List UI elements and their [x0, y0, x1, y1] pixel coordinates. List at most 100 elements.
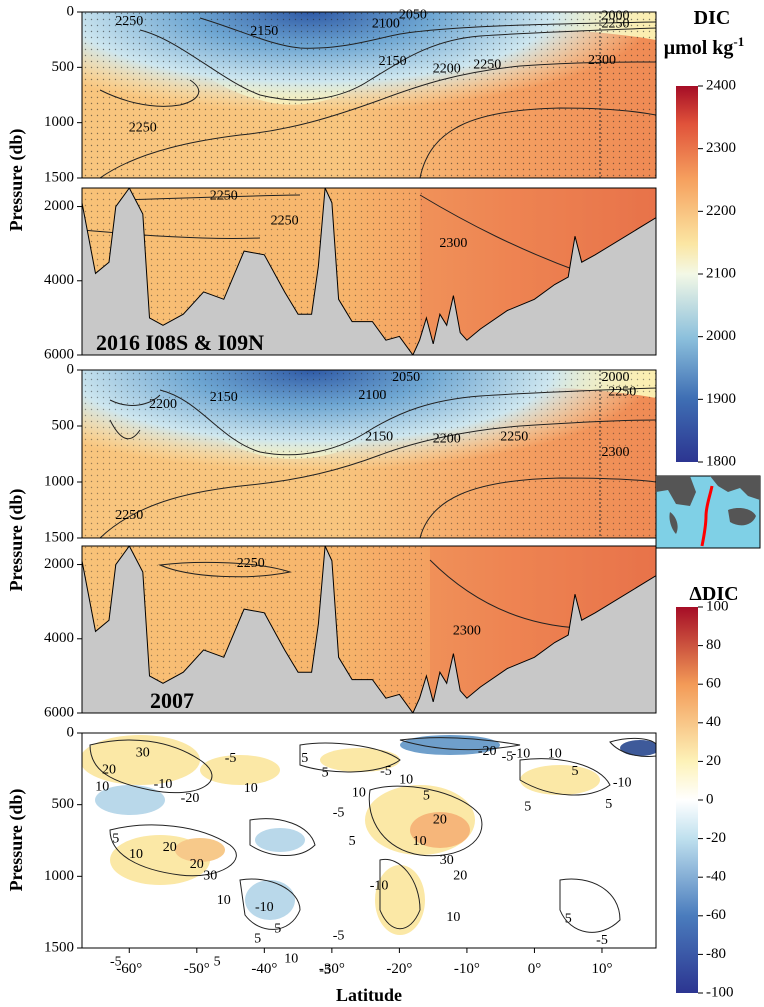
inset-map — [655, 475, 761, 549]
dic-colorbar-units: μmol kg-1 — [664, 34, 745, 59]
colorbar-tick-label: 20 — [706, 753, 721, 769]
contour-label: 5 — [524, 800, 531, 815]
y-tick-label: 1500 — [44, 169, 74, 185]
contour-label: 2250 — [608, 385, 636, 400]
x-tick-label: -20° — [386, 961, 412, 977]
y-tick-label: 1500 — [44, 529, 74, 545]
panel-2007-annotation: 2007 — [150, 688, 194, 713]
colorbar-tick-label: 2200 — [706, 203, 736, 219]
x-tick-label: -10° — [454, 961, 480, 977]
contour-label: 5 — [565, 912, 572, 927]
ylabel-panel-delta: Pressure (db) — [6, 789, 27, 892]
contour-label: 5 — [423, 788, 430, 803]
y-tick-label: 500 — [52, 796, 75, 812]
colorbar-tick-label: 60 — [706, 676, 721, 692]
y-tick-label: 1500 — [44, 939, 74, 955]
y-tick-label: 1000 — [44, 473, 74, 489]
ddic-colorbar-ticks: 100 80 60 40 20 0 -20 -40 -60 -80 -100 — [698, 598, 734, 1000]
panel-2016-bathymetry — [82, 188, 656, 355]
axes: 0500100015002000400060000500100015002000… — [44, 3, 612, 977]
contour-label: 10 — [244, 781, 258, 796]
contour-label: 2200 — [149, 397, 177, 412]
colorbar-tick-label: 2400 — [706, 77, 736, 93]
contour-label: 5 — [214, 955, 221, 970]
contour-label: 2250 — [115, 508, 143, 523]
contour-label: -10 — [154, 777, 173, 792]
contour-label: 20 — [163, 840, 177, 855]
x-tick-label: -40° — [251, 961, 277, 977]
y-tick-label: 2000 — [44, 198, 74, 214]
dic-colorbar-units-base: μmol kg — [664, 37, 734, 59]
dic-colorbar-units-exponent: -1 — [733, 34, 744, 49]
contour-label: 2000 — [602, 370, 630, 385]
contour-label: -10 — [370, 879, 389, 894]
colorbar-tick-label: 2300 — [706, 140, 736, 156]
panel-2007-bathymetry — [82, 546, 656, 713]
contour-label: 5 — [112, 831, 119, 846]
contour-label: 10 — [548, 747, 562, 762]
panel-2007-upper-frame — [81, 369, 657, 539]
x-tick-label: -50° — [184, 961, 210, 977]
contour-label: 5 — [572, 764, 579, 779]
panel-2016-annotation: 2016 I08S & I09N — [96, 330, 264, 355]
contour-label: 2300 — [439, 236, 467, 251]
ylabel-panel-2007: Pressure (db) — [6, 489, 27, 592]
colorbar-tick-label: 1900 — [706, 391, 736, 407]
contour-label: 10 — [95, 780, 109, 795]
colorbar-tick-label: 0 — [706, 791, 714, 807]
dic-colorbar-title: DIC — [694, 7, 731, 29]
panel-2007-lower-frame — [81, 545, 657, 714]
contour-label: 2200 — [433, 432, 461, 447]
contour-label: 20 — [433, 813, 447, 828]
contour-label: -10 — [512, 747, 531, 762]
contour-label: -5 — [502, 750, 514, 765]
contour-label: 10 — [446, 910, 460, 925]
y-tick-label: 6000 — [44, 346, 74, 362]
panel-2007-upper — [82, 370, 656, 538]
x-tick-label: 0° — [528, 961, 542, 977]
colorbar-tick-label: -100 — [706, 984, 734, 1000]
x-tick-label: -60° — [116, 961, 142, 977]
panel-2007-lower — [82, 546, 656, 713]
panel-2016-lower — [82, 188, 656, 355]
contour-label: -5 — [596, 933, 608, 948]
contour-label: 5 — [605, 797, 612, 812]
panel-delta — [82, 733, 656, 948]
colorbar-tick-label: -20 — [706, 830, 726, 846]
contour-label: -5 — [333, 929, 345, 944]
contour-label: 10 — [413, 834, 427, 849]
contour-label: -5 — [380, 764, 392, 779]
y-tick-label: 500 — [52, 417, 75, 433]
contour-label: -20 — [478, 744, 497, 759]
contour-label: -20 — [181, 791, 200, 806]
y-tick-label: 500 — [52, 59, 75, 75]
contour-label: 2300 — [453, 624, 481, 639]
contour-label: 2050 — [399, 8, 427, 23]
y-tick-label: 1000 — [44, 868, 74, 884]
contour-label: 2100 — [358, 388, 386, 403]
contour-label: 2250 — [237, 556, 265, 571]
contour-label: 2150 — [210, 390, 238, 405]
y-tick-label: 0 — [67, 724, 75, 740]
x-tick-label: 10° — [591, 961, 612, 977]
contour-label: 30 — [136, 745, 150, 760]
panel-delta-frame — [81, 732, 657, 949]
dic-colorbar-ticks: 2400 2300 2200 2100 2000 1900 1800 — [698, 77, 736, 469]
contour-label: 2050 — [392, 370, 420, 385]
contour-label: -10 — [255, 900, 274, 915]
y-tick-label: 6000 — [44, 704, 74, 720]
contour-label: 5 — [322, 765, 329, 780]
panel-2016-upper-frame — [81, 11, 657, 179]
contour-label: 20 — [102, 763, 116, 778]
contour-label: -10 — [613, 775, 632, 790]
colorbar-tick-label: -60 — [706, 907, 726, 923]
contour-label: 30 — [203, 869, 217, 884]
contour-label: 10 — [399, 773, 413, 788]
contour-label: 5 — [274, 922, 281, 937]
y-tick-label: 0 — [67, 361, 75, 377]
colorbar-tick-label: 100 — [706, 598, 729, 614]
colorbar-tick-label: 40 — [706, 714, 721, 730]
ylabel-panel-2016: Pressure (db) — [6, 129, 27, 232]
y-tick-label: 0 — [67, 3, 75, 19]
